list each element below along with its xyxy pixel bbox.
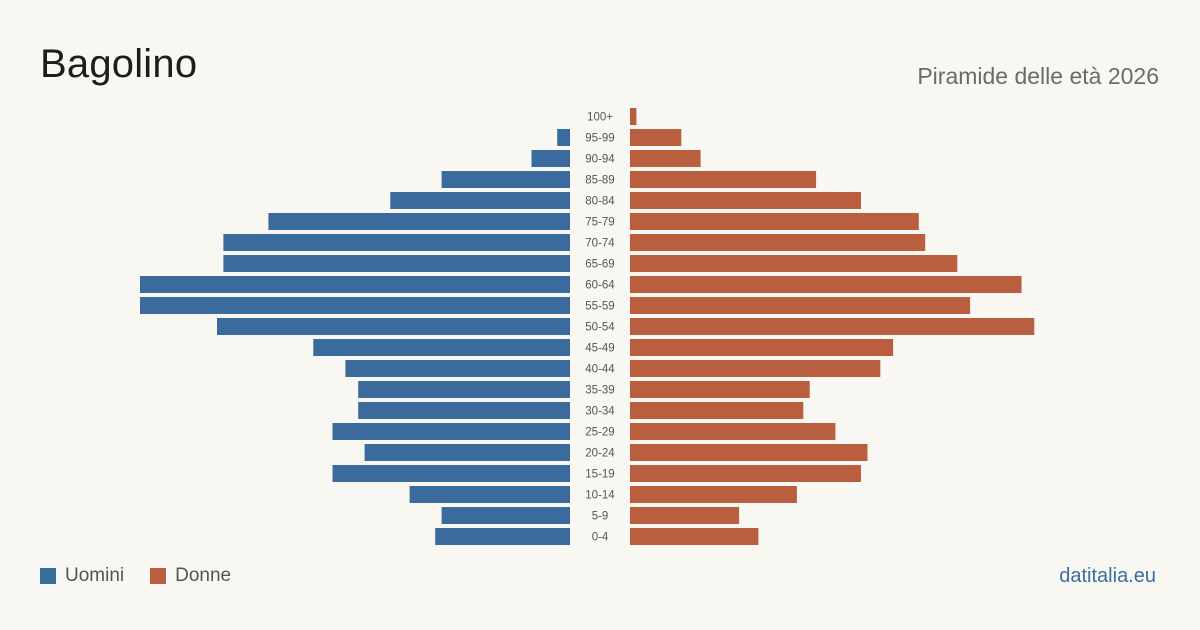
- bar-women-50-54: [630, 318, 1035, 335]
- legend-swatch-men: [40, 568, 56, 584]
- source-link[interactable]: datitalia.eu: [1059, 565, 1156, 587]
- bar-women-40-44: [630, 360, 881, 377]
- bar-men-75-79: [268, 213, 570, 230]
- age-label: 15-19: [585, 469, 614, 481]
- age-label: 20-24: [585, 448, 615, 460]
- bar-men-65-69: [223, 255, 570, 272]
- bar-women-100+: [630, 108, 637, 125]
- bar-women-80-84: [630, 192, 861, 209]
- bar-men-90-94: [531, 150, 570, 167]
- bar-men-30-34: [358, 402, 570, 419]
- bar-men-50-54: [217, 318, 570, 335]
- bar-men-10-14: [409, 486, 570, 503]
- bar-men-15-19: [332, 465, 570, 482]
- age-label: 55-59: [585, 301, 614, 313]
- age-label: 35-39: [585, 385, 614, 397]
- age-label: 50-54: [585, 322, 615, 334]
- bar-men-35-39: [358, 381, 570, 398]
- bar-men-70-74: [223, 234, 570, 251]
- age-label: 90-94: [585, 154, 615, 166]
- legend: Uomini Donne: [40, 565, 247, 587]
- bar-men-20-24: [364, 444, 570, 461]
- bar-men-95-99: [557, 129, 570, 146]
- age-label: 65-69: [585, 259, 614, 271]
- bar-women-10-14: [630, 486, 797, 503]
- legend-item-women: Donne: [150, 565, 231, 587]
- bar-women-75-79: [630, 213, 919, 230]
- bar-women-60-64: [630, 276, 1022, 293]
- chart-subtitle: Piramide delle età 2026: [917, 63, 1159, 89]
- legend-label-women: Donne: [175, 565, 232, 586]
- bar-men-85-89: [441, 171, 570, 188]
- legend-item-men: Uomini: [40, 565, 124, 587]
- bar-women-85-89: [630, 171, 817, 188]
- bar-women-90-94: [630, 150, 701, 167]
- age-label: 70-74: [585, 238, 615, 250]
- bar-men-80-84: [390, 192, 570, 209]
- bar-women-55-59: [630, 297, 971, 314]
- bar-men-55-59: [140, 297, 570, 314]
- age-label: 60-64: [585, 280, 615, 292]
- bar-women-95-99: [630, 129, 682, 146]
- age-label: 40-44: [585, 364, 615, 376]
- bar-women-45-49: [630, 339, 894, 356]
- legend-swatch-women: [150, 568, 167, 584]
- age-label: 75-79: [585, 217, 614, 229]
- age-label: 95-99: [585, 133, 614, 145]
- age-label: 0-4: [592, 532, 609, 544]
- age-label: 100+: [587, 112, 613, 124]
- bar-women-0-4: [630, 528, 759, 545]
- bar-men-45-49: [313, 339, 570, 356]
- bar-men-40-44: [345, 360, 570, 377]
- age-label: 10-14: [585, 490, 615, 502]
- bar-women-30-34: [630, 402, 804, 419]
- age-label: 45-49: [585, 343, 614, 355]
- bar-women-35-39: [630, 381, 810, 398]
- bar-women-25-29: [630, 423, 836, 440]
- bar-men-5-9: [441, 507, 570, 524]
- bar-women-65-69: [630, 255, 958, 272]
- age-label: 25-29: [585, 427, 614, 439]
- age-label: 80-84: [585, 196, 615, 208]
- bar-women-20-24: [630, 444, 868, 461]
- age-label: 5-9: [592, 511, 609, 523]
- bar-men-25-29: [332, 423, 570, 440]
- chart-title: Bagolino: [40, 42, 198, 86]
- bar-women-15-19: [630, 465, 861, 482]
- bar-men-0-4: [435, 528, 570, 545]
- age-label: 85-89: [585, 175, 614, 187]
- age-label: 30-34: [585, 406, 615, 418]
- legend-label-men: Uomini: [65, 565, 125, 586]
- bar-women-70-74: [630, 234, 926, 251]
- bar-men-60-64: [140, 276, 570, 293]
- bar-women-5-9: [630, 507, 740, 524]
